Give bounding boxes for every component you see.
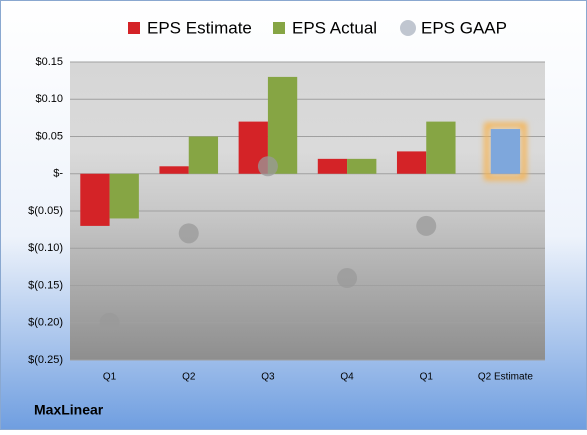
legend-label: EPS Estimate <box>147 18 252 37</box>
bar <box>109 173 139 219</box>
y-tick-label: $0.15 <box>35 56 63 68</box>
legend-marker <box>400 20 416 36</box>
y-tick-label: $(0.10) <box>28 242 63 254</box>
legend-marker <box>273 22 285 34</box>
gaap-point <box>416 215 437 236</box>
y-tick-label: $(0.20) <box>28 317 63 329</box>
bar <box>426 121 456 174</box>
x-tick-label: Q1 <box>103 372 117 383</box>
y-tick-label: $0.10 <box>35 93 63 105</box>
x-tick-label: Q3 <box>261 372 275 383</box>
x-tick-label: Q1 <box>420 372 434 383</box>
bar <box>317 158 348 174</box>
bar <box>188 136 219 174</box>
bar <box>347 158 377 174</box>
bar <box>396 151 427 174</box>
legend-label: EPS GAAP <box>421 18 507 37</box>
y-tick-label: $- <box>53 168 63 180</box>
y-tick-label: $(0.05) <box>28 205 63 217</box>
y-tick-label: $0.05 <box>35 130 63 142</box>
legend-marker <box>128 22 140 34</box>
x-tick-label: Q2 <box>182 372 196 383</box>
y-tick-label: $(0.25) <box>28 354 63 366</box>
bar <box>490 129 521 174</box>
y-tick-label: $(0.15) <box>28 279 63 291</box>
gaap-point <box>99 312 120 333</box>
bar <box>80 173 110 226</box>
gaap-point <box>257 156 278 177</box>
bar-glow <box>484 122 527 181</box>
x-tick-label: Q4 <box>340 372 354 383</box>
legend-label: EPS Actual <box>292 18 377 37</box>
gaap-point <box>178 223 199 244</box>
footer: MaxLinear <box>34 402 104 418</box>
gaap-point <box>337 268 358 289</box>
x-tick-label: Q2 Estimate <box>478 372 533 383</box>
bar <box>159 166 189 174</box>
